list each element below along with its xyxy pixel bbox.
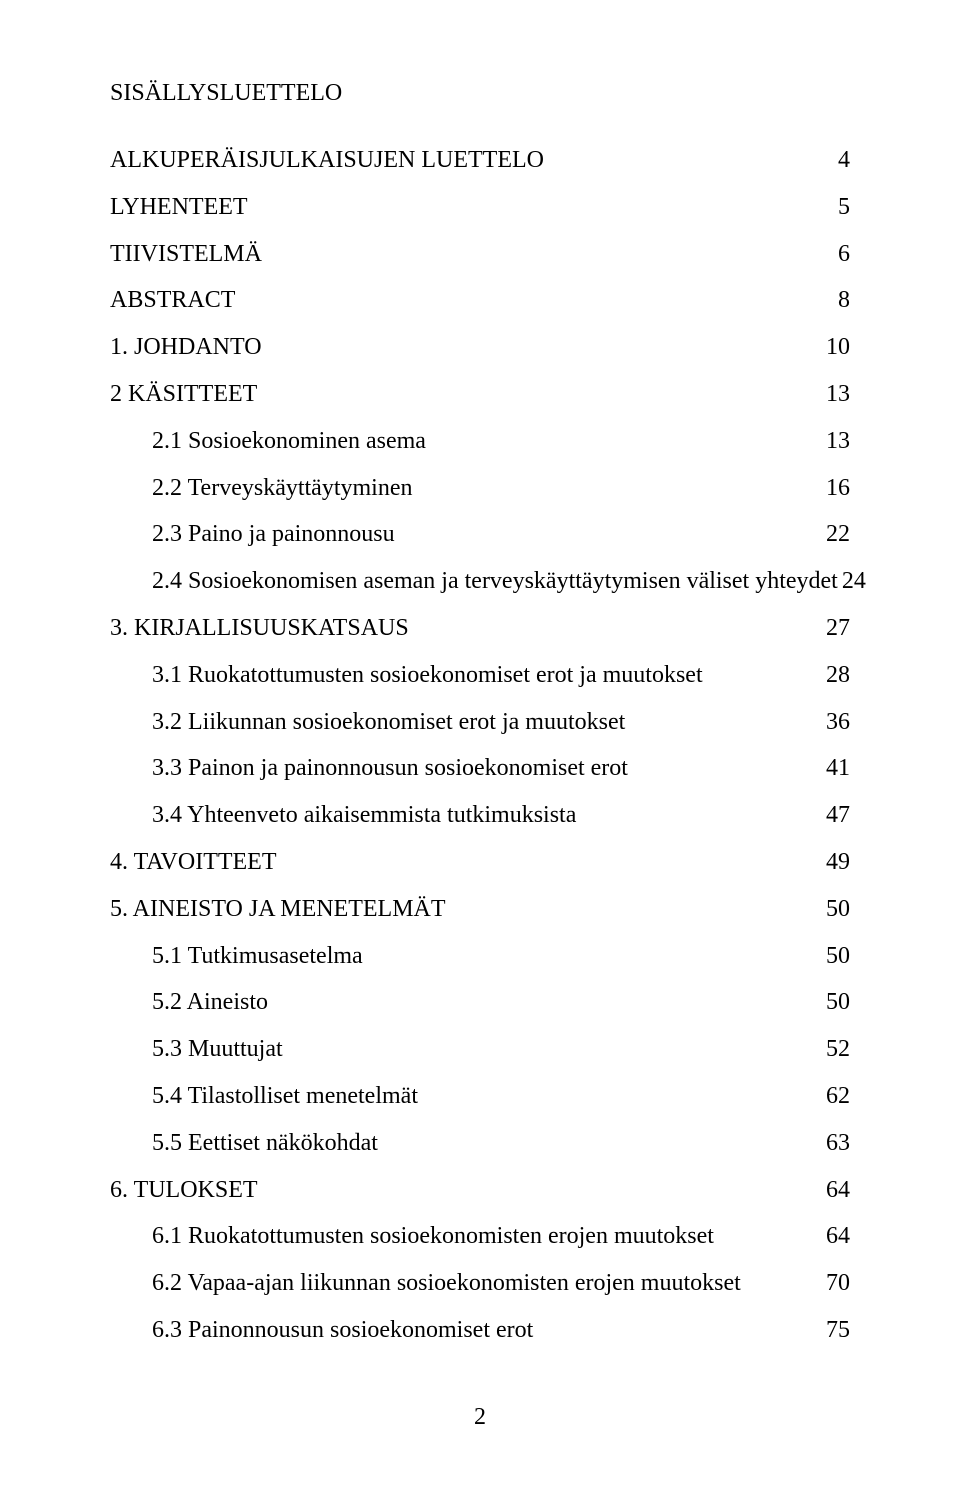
toc-entry-page: 8: [836, 277, 850, 324]
toc-entry: 5. AINEISTO JA MENETELMÄT 50: [110, 886, 850, 933]
toc-entry: 3.4 Yhteenveto aikaisemmista tutkimuksis…: [110, 792, 850, 839]
toc-entry: 5.2 Aineisto 50: [110, 979, 850, 1026]
toc-entry-label: 2.2 Terveyskäyttäytyminen: [152, 465, 412, 512]
toc-entry-page: 47: [824, 792, 850, 839]
toc-entry-page: 28: [824, 652, 850, 699]
toc-entry: 2.1 Sosioekonominen asema 13: [110, 418, 850, 465]
toc-entry: 6.3 Painonnousun sosioekonomiset erot 75: [110, 1307, 850, 1354]
table-of-contents: ALKUPERÄISJULKAISUJEN LUETTELO4LYHENTEET…: [110, 137, 850, 1354]
toc-entry-label: 5.2 Aineisto: [152, 979, 268, 1026]
toc-entry: 5.3 Muuttujat 52: [110, 1026, 850, 1073]
toc-entry-page: 4: [836, 137, 850, 184]
toc-entry-label: 2 KÄSITTEET: [110, 371, 257, 418]
toc-entry-page: 50: [824, 933, 850, 980]
toc-entry-label: 2.1 Sosioekonominen asema: [152, 418, 426, 465]
toc-entry-label: TIIVISTELMÄ: [110, 231, 262, 278]
toc-entry: 5.1 Tutkimusasetelma 50: [110, 933, 850, 980]
toc-entry-page: 10: [824, 324, 850, 371]
toc-entry: 6.1 Ruokatottumusten sosioekonomisten er…: [110, 1213, 850, 1260]
toc-entry-label: 6.2 Vapaa-ajan liikunnan sosioekonomiste…: [152, 1260, 741, 1307]
toc-entry-page: 75: [824, 1307, 850, 1354]
toc-entry-label: 2.3 Paino ja painonnousu: [152, 511, 395, 558]
toc-entry-label: ALKUPERÄISJULKAISUJEN LUETTELO: [110, 137, 544, 184]
toc-entry-page: 63: [824, 1120, 850, 1167]
toc-entry-label: LYHENTEET: [110, 184, 248, 231]
toc-entry: 2 KÄSITTEET 13: [110, 371, 850, 418]
toc-entry-label: 5.1 Tutkimusasetelma: [152, 933, 363, 980]
toc-entry-page: 64: [824, 1213, 850, 1260]
toc-entry: 3.3 Painon ja painonnousun sosioekonomis…: [110, 745, 850, 792]
toc-entry-label: 3.4 Yhteenveto aikaisemmista tutkimuksis…: [152, 792, 576, 839]
toc-entry-page: 6: [836, 231, 850, 278]
toc-entry-label: 3. KIRJALLISUUSKATSAUS: [110, 605, 409, 652]
toc-entry-page: 13: [824, 371, 850, 418]
toc-entry-label: 6.3 Painonnousun sosioekonomiset erot: [152, 1307, 533, 1354]
toc-entry: ALKUPERÄISJULKAISUJEN LUETTELO 4: [110, 137, 850, 184]
toc-entry-label: 3.3 Painon ja painonnousun sosioekonomis…: [152, 745, 628, 792]
toc-entry-label: 5.4 Tilastolliset menetelmät: [152, 1073, 418, 1120]
toc-entry-page: 64: [824, 1167, 850, 1214]
toc-entry: 3.1 Ruokatottumusten sosioekonomiset ero…: [110, 652, 850, 699]
toc-entry: 3. KIRJALLISUUSKATSAUS 27: [110, 605, 850, 652]
toc-entry-page: 70: [824, 1260, 850, 1307]
toc-entry-label: 3.2 Liikunnan sosioekonomiset erot ja mu…: [152, 699, 625, 746]
toc-entry: 5.4 Tilastolliset menetelmät 62: [110, 1073, 850, 1120]
toc-entry-page: 62: [824, 1073, 850, 1120]
toc-entry-page: 49: [824, 839, 850, 886]
toc-entry: LYHENTEET 5: [110, 184, 850, 231]
toc-entry-label: 6.1 Ruokatottumusten sosioekonomisten er…: [152, 1213, 714, 1260]
toc-entry-page: 27: [824, 605, 850, 652]
toc-entry-label: 5. AINEISTO JA MENETELMÄT: [110, 886, 446, 933]
toc-entry-page: 22: [824, 511, 850, 558]
toc-entry: 4. TAVOITTEET 49: [110, 839, 850, 886]
toc-entry-label: 5.5 Eettiset näkökohdat: [152, 1120, 378, 1167]
toc-entry-page: 13: [824, 418, 850, 465]
toc-entry: ABSTRACT 8: [110, 277, 850, 324]
toc-entry: 2.4 Sosioekonomisen aseman ja terveyskäy…: [110, 558, 850, 605]
page-title: SISÄLLYSLUETTELO: [110, 80, 850, 107]
toc-entry: 2.2 Terveyskäyttäytyminen 16: [110, 465, 850, 512]
toc-entry-page: 5: [836, 184, 850, 231]
toc-entry: 6.2 Vapaa-ajan liikunnan sosioekonomiste…: [110, 1260, 850, 1307]
toc-entry: 3.2 Liikunnan sosioekonomiset erot ja mu…: [110, 699, 850, 746]
toc-entry: 6. TULOKSET 64: [110, 1167, 850, 1214]
toc-entry: 5.5 Eettiset näkökohdat 63: [110, 1120, 850, 1167]
toc-entry-page: 50: [824, 979, 850, 1026]
toc-entry-label: 1. JOHDANTO: [110, 324, 262, 371]
toc-entry-page: 41: [824, 745, 850, 792]
toc-entry-label: ABSTRACT: [110, 277, 235, 324]
toc-entry-label: 5.3 Muuttujat: [152, 1026, 283, 1073]
toc-entry-label: 3.1 Ruokatottumusten sosioekonomiset ero…: [152, 652, 703, 699]
toc-entry-page: 16: [824, 465, 850, 512]
toc-entry-label: 4. TAVOITTEET: [110, 839, 277, 886]
toc-entry-page: 50: [824, 886, 850, 933]
page-number: 2: [110, 1404, 850, 1431]
toc-entry-page: 24: [840, 558, 866, 605]
toc-entry: TIIVISTELMÄ 6: [110, 231, 850, 278]
toc-entry-label: 2.4 Sosioekonomisen aseman ja terveyskäy…: [152, 558, 838, 605]
toc-entry-label: 6. TULOKSET: [110, 1167, 258, 1214]
toc-entry-page: 52: [824, 1026, 850, 1073]
toc-entry: 2.3 Paino ja painonnousu 22: [110, 511, 850, 558]
toc-entry-page: 36: [824, 699, 850, 746]
toc-entry: 1. JOHDANTO 10: [110, 324, 850, 371]
